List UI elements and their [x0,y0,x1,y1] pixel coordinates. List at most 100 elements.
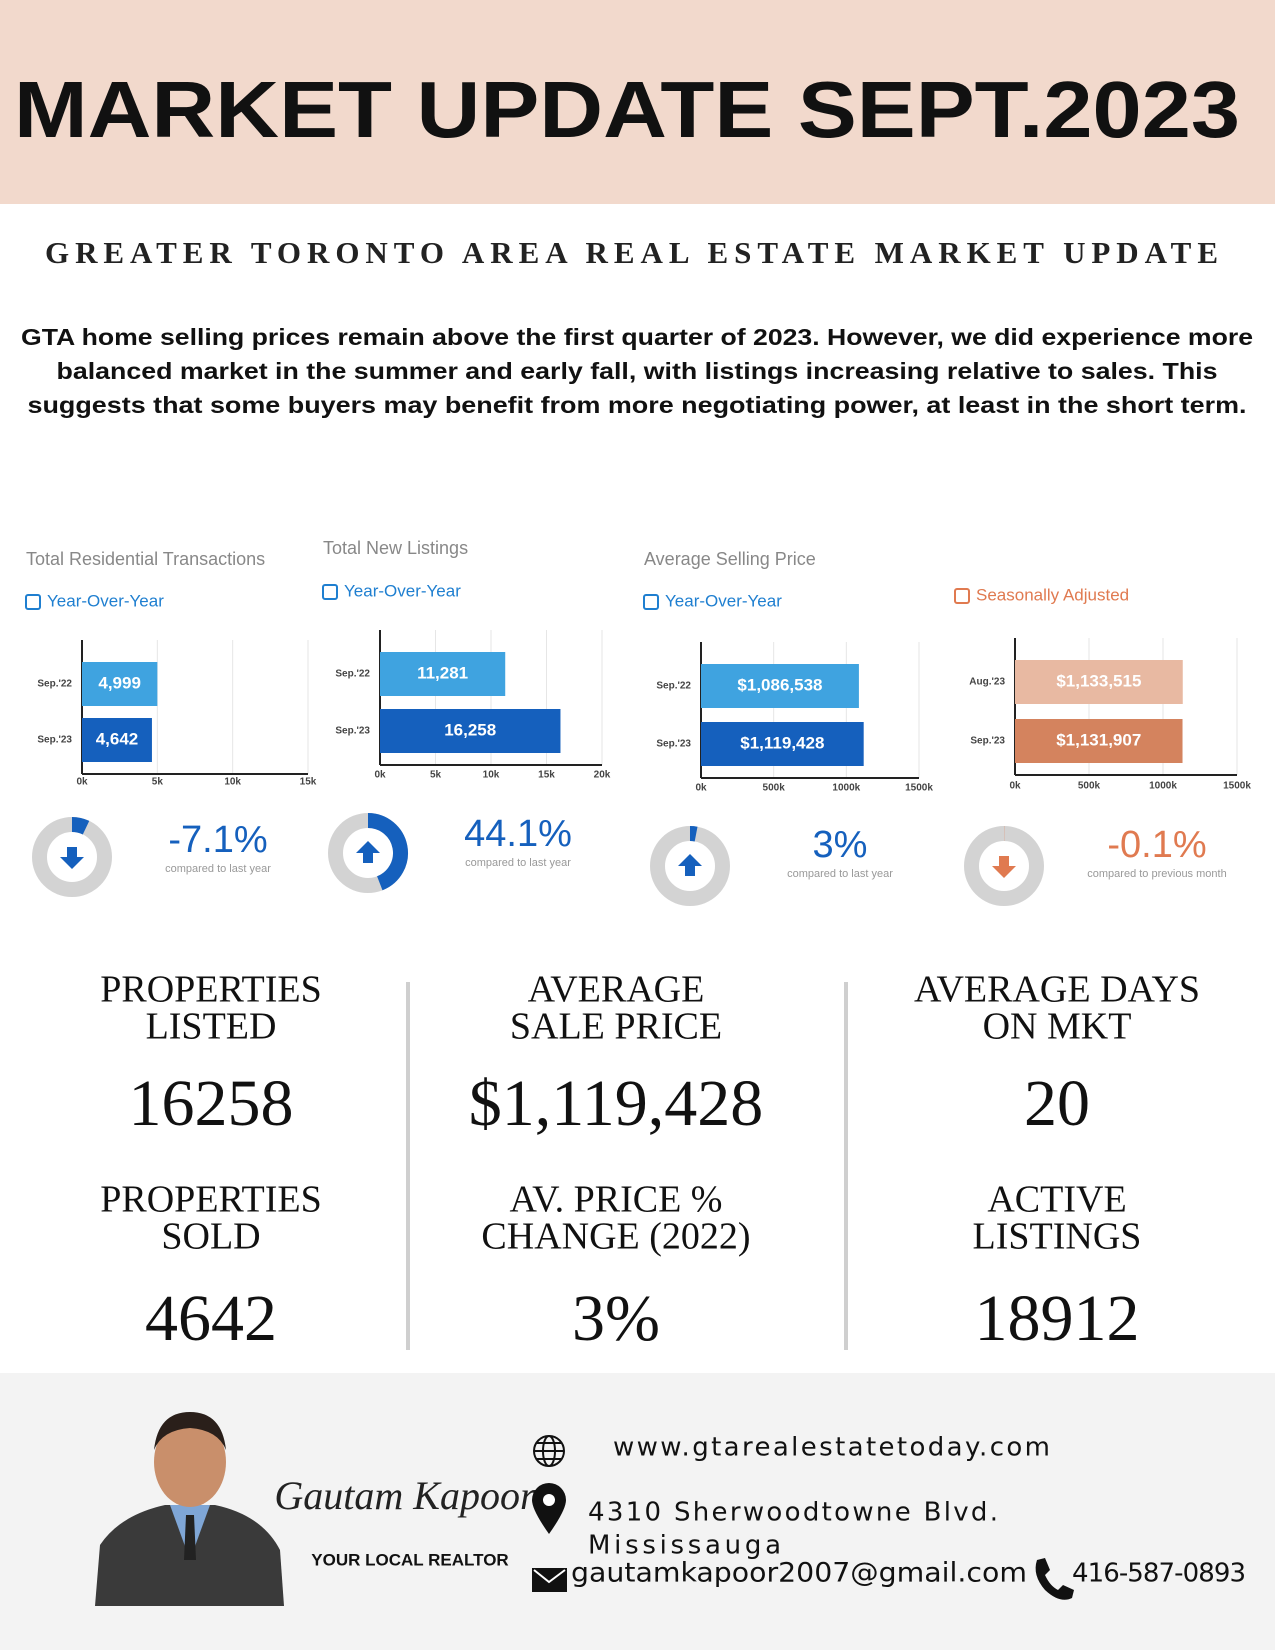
stat-label: AVERAGE DAYS [914,969,1200,1011]
email[interactable]: gautamkapoor2007@gmail.com [571,1558,1027,1589]
change-note: compared to last year [165,863,271,875]
header-band [0,0,1275,204]
stat-label: ON MKT [983,1006,1132,1048]
value-label: 4,642 [96,729,139,748]
page-title: MARKET UPDATE SEPT.2023 [14,65,1240,154]
bar [82,718,152,762]
x-tick-label: 0k [374,770,386,781]
stat-label: SALE PRICE [510,1006,722,1048]
chart-subtitle: Seasonally Adjusted [976,585,1129,604]
phone-icon [1035,1558,1074,1600]
stat-label: CHANGE (2022) [481,1216,750,1258]
bar [380,652,506,696]
x-tick-label: 15k [300,777,317,788]
bar [1015,719,1183,763]
x-tick-label: 1000k [832,783,860,794]
change-label: -0.1% [1107,824,1206,866]
value-label: $1,131,907 [1056,730,1141,749]
stat-value: 3% [572,1282,660,1355]
change-label: -7.1% [168,819,267,861]
category-label: Aug.'23 [969,677,1005,688]
stat-label: AVERAGE [528,969,705,1011]
arrow-icon [992,856,1016,878]
chart-title: Total Residential Transactions [26,549,265,569]
stat-value: 16258 [129,1067,294,1140]
stat-label: LISTED [146,1006,277,1048]
pin-icon-hole [543,1494,555,1506]
stat-label: PROPERTIES [100,1179,322,1221]
stat-value: 20 [1024,1067,1090,1140]
arrow-icon [356,841,380,863]
x-tick-label: 10k [483,770,500,781]
calendar-icon [25,594,41,610]
chart-title: Average Selling Price [644,549,816,569]
globe-icon [533,1435,565,1467]
bar [701,722,864,766]
category-label: Sep.'22 [335,669,370,680]
x-tick-label: 500k [1078,781,1101,792]
page-subtitle: GREATER TORONTO AREA REAL ESTATE MARKET … [45,235,1218,270]
category-label: Sep.'23 [656,739,691,750]
donut-arc [71,817,90,835]
chart-title: Total New Listings [323,538,468,558]
intro-line: suggests that some buyers may benefit fr… [28,392,1247,418]
x-tick-label: 1500k [905,783,933,794]
chart-subtitle: Year-Over-Year [665,591,782,610]
value-label: 11,281 [417,663,468,682]
donut-arc [689,826,698,842]
x-tick-label: 5k [152,777,164,788]
category-label: Sep.'22 [656,681,691,692]
x-tick-label: 0k [1009,781,1021,792]
category-label: Sep.'22 [37,679,72,690]
x-tick-label: 500k [763,783,786,794]
signature: Gautam Kapoor [274,1473,536,1518]
change-note: compared to last year [787,868,893,880]
chart-subtitle: Year-Over-Year [344,581,461,600]
change-label: 3% [813,824,868,866]
stat-label: AV. PRICE % [510,1179,723,1221]
value-label: 4,999 [98,673,141,692]
change-note: compared to previous month [1087,868,1226,880]
stat-value: 18912 [975,1282,1140,1355]
charts: Total Residential Transactions Year-Over-… [25,538,1251,906]
calendar-icon [643,594,659,610]
x-tick-label: 1500k [1223,781,1251,792]
x-tick-label: 5k [430,770,442,781]
intro-line: GTA home selling prices remain above the… [21,324,1253,350]
value-label: $1,119,428 [740,733,824,752]
value-label: $1,086,538 [737,675,822,694]
stat-label: ACTIVE [987,1179,1126,1221]
change-note: compared to last year [465,857,571,869]
x-tick-label: 10k [224,777,241,788]
pin-icon [532,1483,566,1534]
category-label: Sep.'23 [970,736,1005,747]
phone[interactable]: 416-587-0893 [1072,1559,1246,1589]
calendar-icon [954,588,970,604]
stat-value: 4642 [145,1282,277,1355]
photo [95,1412,284,1606]
mail-icon [532,1568,567,1592]
donut-arc [367,813,408,891]
stat-label: LISTINGS [973,1216,1142,1258]
arrow-icon [678,854,702,876]
change-label: 44.1% [464,813,572,855]
arrow-icon [60,847,84,869]
website[interactable]: www.gtarealestatetoday.com [613,1433,1050,1463]
intro-line: balanced market in the summer and early … [57,358,1218,384]
x-tick-label: 0k [76,777,88,788]
category-label: Sep.'23 [37,735,72,746]
bar [701,664,859,708]
address-line: 4310 Sherwoodtowne Blvd. [588,1498,998,1528]
stat-value: $1,119,428 [469,1067,764,1140]
bar [82,662,158,706]
calendar-icon [322,584,338,600]
category-label: Sep.'23 [335,726,370,737]
x-tick-label: 15k [538,770,555,781]
tagline: YOUR LOCAL REALTOR [311,1550,508,1569]
value-label: 16,258 [444,720,496,739]
chart-subtitle: Year-Over-Year [47,591,164,610]
x-tick-label: 20k [594,770,611,781]
x-tick-label: 1000k [1149,781,1177,792]
